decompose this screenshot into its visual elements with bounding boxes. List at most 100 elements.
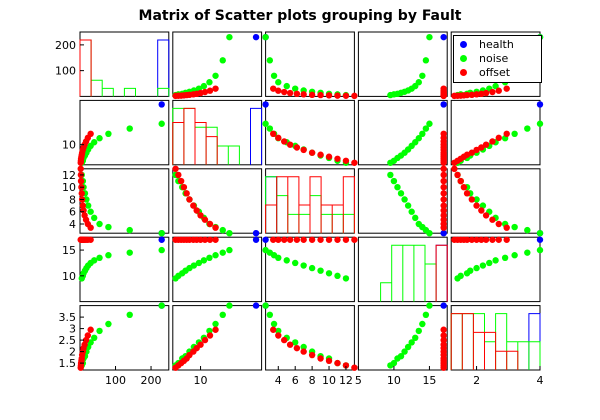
point-offset-4-3-11 [440,326,447,333]
point-offset-1-2-4 [317,151,324,158]
panel-3-0 [79,236,170,303]
y-tick-label-4: 2 [69,346,76,359]
point-offset-0-2-4 [317,91,324,99]
point-noise-2-1-10 [219,226,226,234]
point-offset-0-2-1 [342,92,350,99]
x-tick-label-0: 100 [105,374,126,387]
point-offset-4-3-10 [440,332,447,339]
histogram-offset-var4 [435,244,448,302]
point-noise-2-3-6 [408,208,415,215]
point-noise-4-3-3 [397,353,405,360]
point-noise-2-4-5 [479,202,487,209]
point-noise-3-0-9 [105,252,112,259]
point-offset-4-2-6 [300,348,307,355]
point-offset-0-2-3 [325,92,333,99]
point-offset-2-0-6 [79,202,87,209]
point-health-3-2-0 [262,236,269,243]
point-health-3-1-0 [252,236,260,243]
x-tick-label-4: 4 [537,374,544,387]
point-offset-3-1-10 [206,236,214,243]
point-offset-0-2-10 [275,87,282,94]
point-offset-2-4-10 [495,220,502,228]
point-noise-4-0-10 [126,311,133,318]
point-noise-3-1-7 [200,257,208,264]
point-offset-2-4-4 [463,190,471,197]
histogram-offset-var2 [172,107,218,165]
legend-item-health: health [460,38,514,52]
legend-marker-offset [460,68,467,76]
point-noise-3-1-9 [212,252,219,259]
point-offset-2-1-11 [212,224,219,231]
point-offset-4-0-11 [87,326,94,333]
y-tick-label-4: 3.5 [59,311,77,324]
point-noise-2-3-5 [404,202,412,209]
point-offset-1-4-11 [503,130,510,138]
point-offset-2-1-2 [177,177,185,185]
point-offset-1-2-7 [293,144,301,151]
point-noise-4-3-11 [426,302,433,309]
point-offset-4-2-5 [308,351,316,359]
point-health-1-0-0 [158,101,165,108]
panel-2-0 [79,168,170,234]
y-tick-label-4: 1.5 [59,357,77,370]
point-noise-3-1-10 [219,249,226,256]
point-noise-1-3-9 [419,130,426,138]
y-tick-label-2: 4 [69,218,76,231]
point-noise-0-1-8 [206,79,213,86]
x-tick-label-4: 2 [473,374,480,387]
legend-label-health: health [479,38,514,51]
point-offset-2-4-9 [489,216,496,223]
point-offset-0-2-0 [351,92,358,100]
point-offset-2-3-2 [440,177,447,185]
panel-0-3 [357,31,448,97]
point-noise-3-4-5 [479,262,487,269]
point-noise-1-2-10 [266,125,274,132]
point-offset-4-1-9 [201,336,209,344]
point-offset-3-4-7 [478,236,485,243]
point-noise-0-1-7 [200,82,208,90]
point-offset-3-4-8 [482,236,490,243]
point-offset-2-4-7 [478,207,485,214]
point-offset-1-2-10 [275,134,282,142]
point-offset-0-4-6 [473,91,480,98]
point-offset-1-4-6 [473,146,480,154]
histogram-health-var2 [250,107,263,165]
point-health-4-1-0 [252,302,260,309]
point-noise-2-1-11 [226,230,233,237]
point-offset-2-3-5 [440,196,447,203]
x-tick-label-2: 8 [309,374,316,387]
point-noise-2-3-7 [412,214,419,222]
panel-0-2 [265,31,355,97]
point-offset-3-4-10 [495,236,502,243]
point-offset-2-0-2 [77,177,85,185]
point-offset-0-4-11 [503,85,510,92]
point-offset-1-2-5 [308,149,316,156]
point-offset-4-1-11 [212,326,219,333]
point-offset-2-0-11 [87,224,94,231]
point-noise-1-4-10 [524,125,531,132]
point-noise-4-2-8 [275,327,282,335]
point-noise-0-2-6 [292,85,299,92]
point-noise-0-2-7 [283,82,290,90]
y-tick-label-4: 2.5 [59,334,77,347]
point-offset-0-3-11 [440,85,447,92]
point-noise-3-1-5 [190,262,198,269]
histogram-noise-var4 [380,244,437,302]
x-tick-label-3: 5 [355,374,362,387]
legend-marker-noise [460,54,467,62]
point-offset-0-2-7 [293,90,301,98]
point-noise-3-2-2 [325,270,333,277]
point-offset-3-2-6 [300,236,307,243]
point-offset-0-4-8 [482,89,490,97]
point-noise-4-3-9 [419,320,426,328]
point-offset-4-2-7 [293,344,301,352]
point-offset-3-2-9 [281,236,288,243]
point-noise-2-0-7 [91,214,98,222]
point-noise-0-4-7 [492,82,499,90]
point-noise-2-4-9 [511,223,518,231]
point-offset-2-1-7 [193,207,200,214]
point-noise-1-0-9 [105,130,112,138]
point-health-2-1-0 [252,230,260,237]
histogram-offset-var1 [79,39,92,97]
